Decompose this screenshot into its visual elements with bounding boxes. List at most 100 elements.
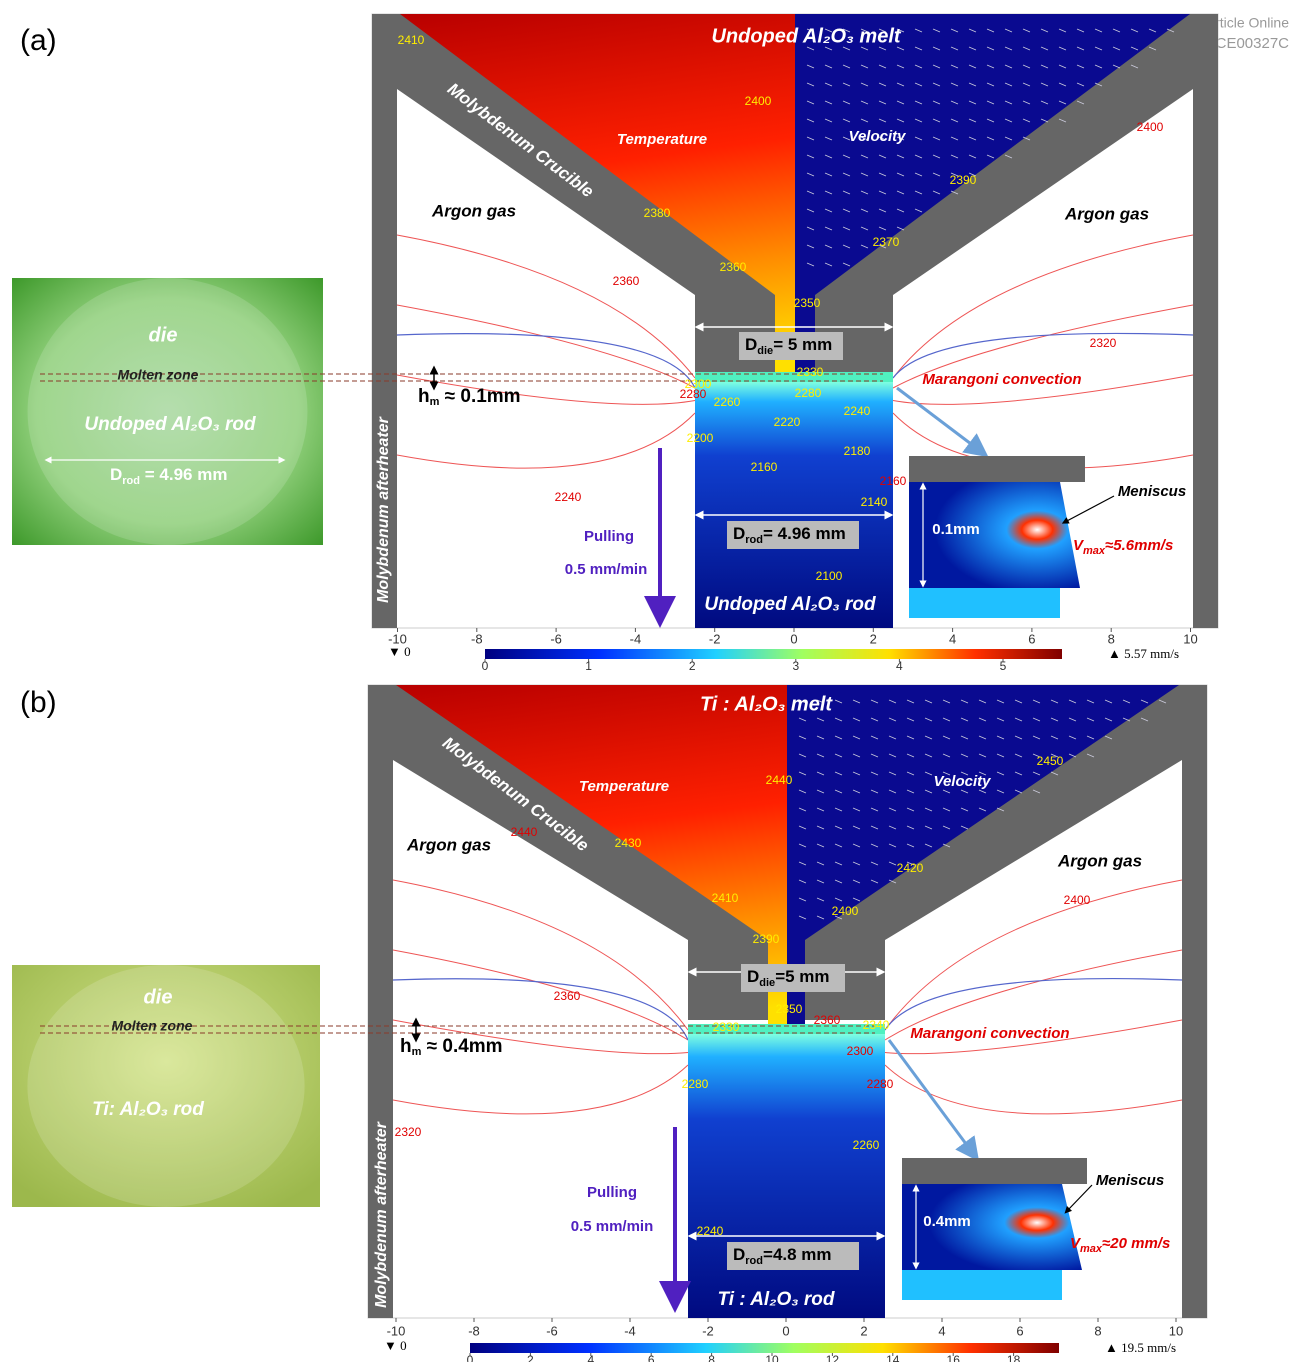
temperature-label: Temperature <box>617 131 707 148</box>
colorbar-max: ▲ 19.5 mm/s <box>1105 1340 1176 1355</box>
contour-label: 2300 <box>847 1044 874 1058</box>
contour-label: 2360 <box>613 274 640 288</box>
contour-label: 2240 <box>697 1224 724 1238</box>
meniscus-label: Meniscus <box>1096 1172 1164 1189</box>
contour-label: 2340 <box>863 1018 890 1032</box>
contour-label: 2420 <box>897 861 924 875</box>
hm-label-rest: ≈ 0.4mm <box>421 1036 502 1057</box>
colorbar-tick-label: 2 <box>689 659 696 673</box>
contour-label: 2410 <box>712 891 739 905</box>
die-width-rest: =5 mm <box>775 967 829 986</box>
contour-label: 2280 <box>680 387 707 401</box>
argon-right: Argon gas <box>1057 851 1142 870</box>
hm-label-sub: m <box>412 1046 422 1058</box>
x-tick-label: -10 <box>387 1323 406 1338</box>
colorbar <box>485 649 1062 659</box>
pulling-label: Pulling <box>584 528 634 545</box>
contour-label: 2220 <box>774 415 801 429</box>
argon-left: Argon gas <box>431 201 516 220</box>
x-tick-label: -8 <box>468 1323 480 1338</box>
afterheater-label: Molybdenum afterheater <box>373 1121 390 1308</box>
rod-width-sub: rod <box>745 534 763 546</box>
photo-diameter-main: D <box>110 465 122 484</box>
inset-die <box>909 456 1085 482</box>
contour-label: 2320 <box>1090 336 1117 350</box>
photo-rod <box>28 278 308 545</box>
contour-label: 2160 <box>880 474 907 488</box>
rod-sim <box>688 1034 885 1318</box>
contour-label: 2400 <box>1137 120 1164 134</box>
vmax-label-rest: ≈20 mm/s <box>1102 1235 1170 1252</box>
contour-label: 2400 <box>832 904 859 918</box>
contour-label: 2390 <box>753 932 780 946</box>
colorbar-tick-label: 4 <box>896 659 903 673</box>
x-tick-label: 8 <box>1094 1323 1101 1338</box>
die-width-sub: die <box>759 977 775 989</box>
contour-label: 2100 <box>816 569 843 583</box>
colorbar-tick-label: 2 <box>527 1353 534 1362</box>
contour-label: 2360 <box>720 260 747 274</box>
x-tick-label: 2 <box>860 1323 867 1338</box>
x-tick-label: 2 <box>870 631 877 646</box>
contour-label: 2450 <box>1037 754 1064 768</box>
colorbar-tick-label: 1 <box>585 659 592 673</box>
contour-label: 2440 <box>511 825 538 839</box>
afterheater-label: Molybdenum afterheater <box>375 416 392 603</box>
die-width-rest: = 5 mm <box>773 335 832 354</box>
vmax-label-rest: ≈5.6mm/s <box>1105 537 1173 554</box>
contour-label: 2260 <box>714 395 741 409</box>
x-tick-label: 10 <box>1169 1323 1183 1338</box>
argon-right: Argon gas <box>1064 204 1149 223</box>
contour-label: 2360 <box>814 1013 841 1027</box>
x-tick-label: 10 <box>1183 631 1197 646</box>
x-tick-label: -4 <box>630 631 642 646</box>
colorbar-tick-label: 0 <box>467 1353 474 1362</box>
contour-label: 2280 <box>795 386 822 400</box>
photo-die: die <box>149 324 178 346</box>
hm-label-main: h <box>400 1036 412 1057</box>
contour-label: 2390 <box>950 173 977 187</box>
photo-die: die <box>144 986 173 1008</box>
inset-height: 0.4mm <box>923 1213 971 1230</box>
argon-left: Argon gas <box>406 835 491 854</box>
vmax-label-sub: max <box>1080 1243 1103 1255</box>
contour-label: 2350 <box>794 296 821 310</box>
contour-label: 2240 <box>555 490 582 504</box>
hm-label-sub: m <box>430 396 440 408</box>
meniscus-label: Meniscus <box>1118 483 1186 500</box>
colorbar-tick-label: 0 <box>482 659 489 673</box>
contour-label: 2180 <box>844 444 871 458</box>
x-tick-label: -2 <box>709 631 721 646</box>
rod-width-rest: = 4.96 mm <box>763 524 846 543</box>
marangoni-label: Marangoni convection <box>910 1025 1069 1042</box>
inset-rod <box>909 588 1060 618</box>
inset-rod <box>902 1270 1062 1300</box>
contour-label: 2330 <box>713 1020 740 1034</box>
pulling-label: Pulling <box>587 1184 637 1201</box>
colorbar-tick-label: 8 <box>708 1353 715 1362</box>
colorbar-tick-label: 6 <box>648 1353 655 1362</box>
contour-label: 2370 <box>873 235 900 249</box>
x-tick-label: 8 <box>1108 631 1115 646</box>
colorbar-tick-label: 10 <box>765 1353 779 1362</box>
contour-label: 2260 <box>853 1138 880 1152</box>
contour-label: 2400 <box>745 94 772 108</box>
colorbar-min: ▼ 0 <box>388 644 411 659</box>
vmax-label-sub: max <box>1083 545 1106 557</box>
temperature-label: Temperature <box>579 778 669 795</box>
rod-label: Undoped Al₂O₃ rod <box>704 594 876 615</box>
colorbar-max: ▲ 5.57 mm/s <box>1108 646 1179 661</box>
rod-width-main: D <box>733 1245 745 1264</box>
x-tick-label: 4 <box>949 631 956 646</box>
contour-label: 2380 <box>644 206 671 220</box>
x-tick-label: -6 <box>550 631 562 646</box>
colorbar-tick-label: 12 <box>826 1353 840 1362</box>
photo-diameter-rest: = 4.96 mm <box>140 465 227 484</box>
figure: View Article Online DOI: 10.1039/D5CE003… <box>0 0 1291 1362</box>
photo-molten-zone: Molten zone <box>112 1018 193 1034</box>
hm-label-main: h <box>418 386 430 407</box>
panel-label: (b) <box>20 686 57 719</box>
colorbar-tick-label: 3 <box>792 659 799 673</box>
contour-label: 2240 <box>844 404 871 418</box>
colorbar-tick-label: 16 <box>947 1353 961 1362</box>
